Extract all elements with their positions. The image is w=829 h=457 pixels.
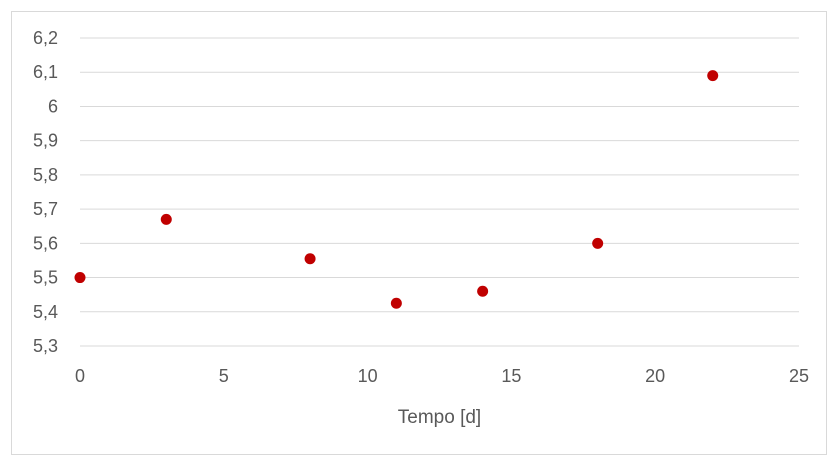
gridlines [80, 37, 799, 347]
data-point [592, 237, 604, 249]
data-point [304, 253, 316, 265]
data-point [390, 297, 402, 309]
x-axis-tick-labels: 0 5 10 15 20 25 [75, 366, 809, 386]
x-tick-label: 10 [358, 366, 378, 386]
x-tick-label: 15 [501, 366, 521, 386]
y-tick-label: 5,7 [33, 199, 58, 219]
y-tick-label: 5,8 [33, 165, 58, 185]
x-tick-label: 25 [789, 366, 809, 386]
x-tick-label: 0 [75, 366, 85, 386]
data-point [160, 213, 172, 225]
data-point [707, 70, 719, 82]
y-tick-label: 6,1 [33, 62, 58, 82]
x-axis-title: Tempo [d] [398, 407, 481, 428]
y-tick-label: 5,6 [33, 233, 58, 253]
y-tick-label: 5,3 [33, 336, 58, 356]
y-tick-label: 6 [48, 96, 58, 116]
y-axis-tick-labels: 5,3 5,4 5,5 5,6 5,7 5,8 5,9 6 6,1 6,2 [33, 28, 58, 356]
y-tick-label: 5,5 [33, 268, 58, 288]
y-tick-label: 5,9 [33, 131, 58, 151]
y-tick-label: 6,2 [33, 28, 58, 48]
y-tick-label: 5,4 [33, 302, 58, 322]
data-point [74, 272, 86, 284]
x-tick-label: 5 [219, 366, 229, 386]
data-point [477, 285, 489, 297]
data-points [74, 70, 719, 309]
chart-area [11, 11, 827, 455]
x-tick-label: 20 [645, 366, 665, 386]
